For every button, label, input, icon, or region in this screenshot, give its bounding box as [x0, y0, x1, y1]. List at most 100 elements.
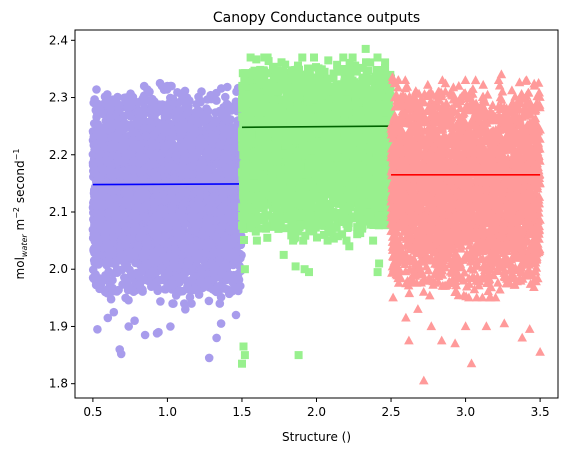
- data-point: [90, 230, 99, 239]
- data-point: [140, 123, 149, 133]
- data-point: [116, 134, 126, 143]
- data-point: [127, 120, 136, 129]
- data-point: [120, 187, 129, 197]
- data-point: [175, 286, 184, 295]
- plot-area: [88, 44, 545, 385]
- outlier-point: [231, 310, 241, 320]
- data-point: [144, 161, 154, 170]
- data-point: [156, 150, 166, 159]
- data-point: [95, 274, 104, 283]
- data-point: [215, 299, 225, 308]
- data-point: [178, 161, 187, 170]
- data-point: [131, 258, 140, 268]
- data-point: [230, 200, 239, 209]
- data-point: [175, 278, 184, 287]
- data-point: [168, 132, 177, 141]
- outlier-point: [109, 307, 119, 317]
- outlier-point: [204, 353, 214, 363]
- data-point: [163, 140, 172, 150]
- data-point: [190, 248, 200, 257]
- data-point: [205, 123, 215, 132]
- outlier-point: [145, 87, 154, 97]
- data-point: [101, 155, 110, 165]
- data-point: [193, 200, 203, 209]
- data-point: [129, 166, 138, 175]
- data-point: [230, 251, 240, 261]
- data-point: [209, 247, 219, 257]
- data-point: [92, 85, 101, 94]
- data-point: [134, 270, 143, 280]
- data-point: [112, 287, 122, 296]
- data-point: [101, 258, 111, 267]
- data-point: [149, 130, 158, 140]
- data-point: [162, 181, 172, 191]
- data-point: [212, 96, 221, 105]
- outlier-point: [140, 330, 150, 340]
- outlier-point: [154, 327, 163, 337]
- data-point: [141, 259, 150, 268]
- data-point: [93, 250, 102, 260]
- data-point: [95, 105, 105, 115]
- data-point: [135, 233, 145, 242]
- data-point: [97, 194, 106, 204]
- data-point: [225, 181, 235, 190]
- outlier-point: [124, 322, 133, 331]
- data-point: [163, 216, 172, 226]
- data-point: [166, 193, 175, 202]
- data-point: [206, 260, 215, 269]
- data-point: [228, 239, 237, 248]
- data-point: [130, 221, 139, 231]
- data-point: [206, 183, 216, 193]
- data-point: [195, 142, 205, 152]
- data-point: [109, 233, 118, 242]
- data-point: [169, 162, 178, 172]
- data-point: [163, 268, 173, 278]
- data-point: [171, 152, 181, 161]
- data-point: [129, 287, 138, 297]
- data-point: [219, 238, 228, 248]
- data-point: [169, 259, 178, 268]
- data-point: [147, 138, 156, 147]
- data-point: [217, 84, 226, 93]
- data-point: [310, 53, 318, 62]
- data-point: [219, 189, 228, 198]
- data-point: [135, 115, 144, 125]
- data-point: [94, 147, 104, 156]
- data-point: [224, 212, 233, 221]
- data-point: [120, 93, 129, 103]
- data-point: [213, 148, 222, 157]
- data-point: [153, 229, 162, 238]
- data-point: [172, 113, 182, 123]
- data-point: [171, 143, 181, 153]
- data-point: [203, 106, 213, 116]
- data-point: [180, 86, 190, 96]
- data-point: [113, 225, 122, 234]
- data-point: [146, 105, 156, 115]
- data-point: [132, 213, 141, 222]
- data-point: [184, 134, 194, 143]
- data-point: [197, 264, 206, 274]
- data-point: [204, 296, 214, 306]
- data-point: [124, 247, 134, 257]
- data-point: [140, 212, 150, 222]
- data-point: [153, 196, 163, 206]
- data-point: [188, 213, 197, 223]
- data-point: [208, 173, 218, 183]
- data-point: [106, 113, 115, 123]
- data-point: [102, 220, 112, 230]
- data-point: [211, 232, 221, 241]
- data-point: [209, 192, 218, 201]
- outlier-point: [181, 305, 190, 314]
- data-point: [119, 112, 128, 122]
- data-point: [147, 219, 156, 229]
- data-point: [92, 239, 102, 248]
- data-point: [145, 149, 154, 158]
- data-point: [197, 230, 207, 239]
- data-point: [240, 236, 248, 244]
- data-point: [108, 95, 118, 104]
- data-point: [195, 96, 205, 106]
- data-point: [138, 95, 147, 105]
- outlier-point: [93, 325, 102, 334]
- data-point: [177, 212, 187, 221]
